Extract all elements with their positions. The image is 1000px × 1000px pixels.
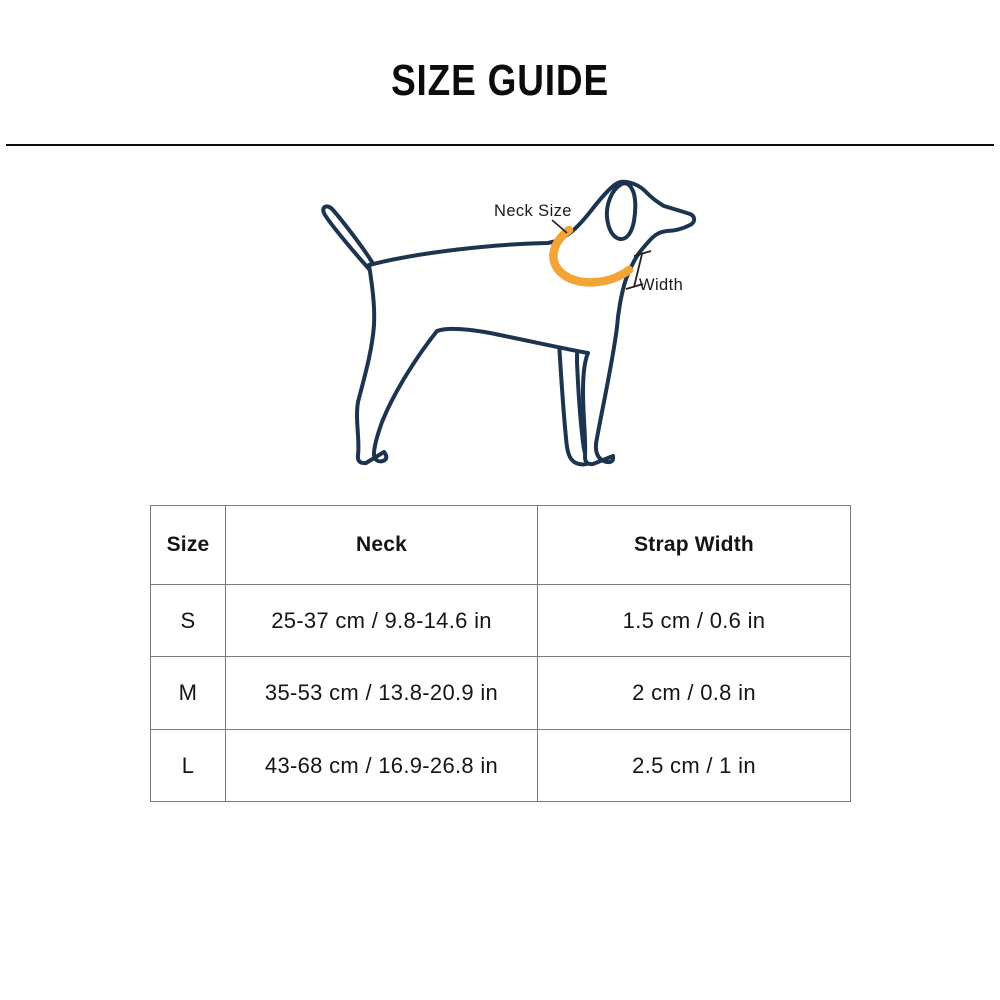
size-table: Size Neck Strap Width S 25-37 cm / 9.8-1…	[150, 505, 851, 802]
dog-tail	[321, 204, 374, 271]
cell-neck: 35-53 cm / 13.8-20.9 in	[225, 656, 538, 730]
table-header-row: Size Neck Strap Width	[150, 505, 851, 585]
cell-size: L	[150, 729, 226, 802]
header-strap-width: Strap Width	[537, 505, 851, 585]
cell-size: M	[150, 656, 226, 730]
cell-size: S	[150, 584, 226, 657]
title-divider	[6, 144, 994, 146]
cell-neck: 25-37 cm / 9.8-14.6 in	[225, 584, 538, 657]
table-row-m: M 35-53 cm / 13.8-20.9 in 2 cm / 0.8 in	[150, 656, 851, 730]
dog-outline	[321, 179, 697, 467]
header-size: Size	[150, 505, 226, 585]
cell-strap-width: 1.5 cm / 0.6 in	[537, 584, 851, 657]
width-label: Width	[639, 276, 683, 294]
width-marker-tick-top	[633, 250, 652, 257]
cell-neck: 43-68 cm / 16.9-26.8 in	[225, 729, 538, 802]
cell-strap-width: 2.5 cm / 1 in	[537, 729, 851, 802]
width-marker-line	[633, 253, 643, 288]
table-row-s: S 25-37 cm / 9.8-14.6 in 1.5 cm / 0.6 in	[150, 584, 851, 657]
page-title: SIZE GUIDE	[391, 56, 609, 105]
neck-size-label: Neck Size	[494, 202, 572, 220]
cell-strap-width: 2 cm / 0.8 in	[537, 656, 851, 730]
dog-ear	[604, 181, 638, 242]
table-row-l: L 43-68 cm / 16.9-26.8 in 2.5 cm / 1 in	[150, 729, 851, 802]
dog-body	[355, 179, 697, 467]
dog-measurement-diagram: Neck Size Width	[280, 170, 730, 490]
neck-size-leader-line	[551, 219, 568, 234]
width-marker	[625, 250, 652, 290]
header-neck: Neck	[225, 505, 538, 585]
collar	[549, 225, 634, 287]
